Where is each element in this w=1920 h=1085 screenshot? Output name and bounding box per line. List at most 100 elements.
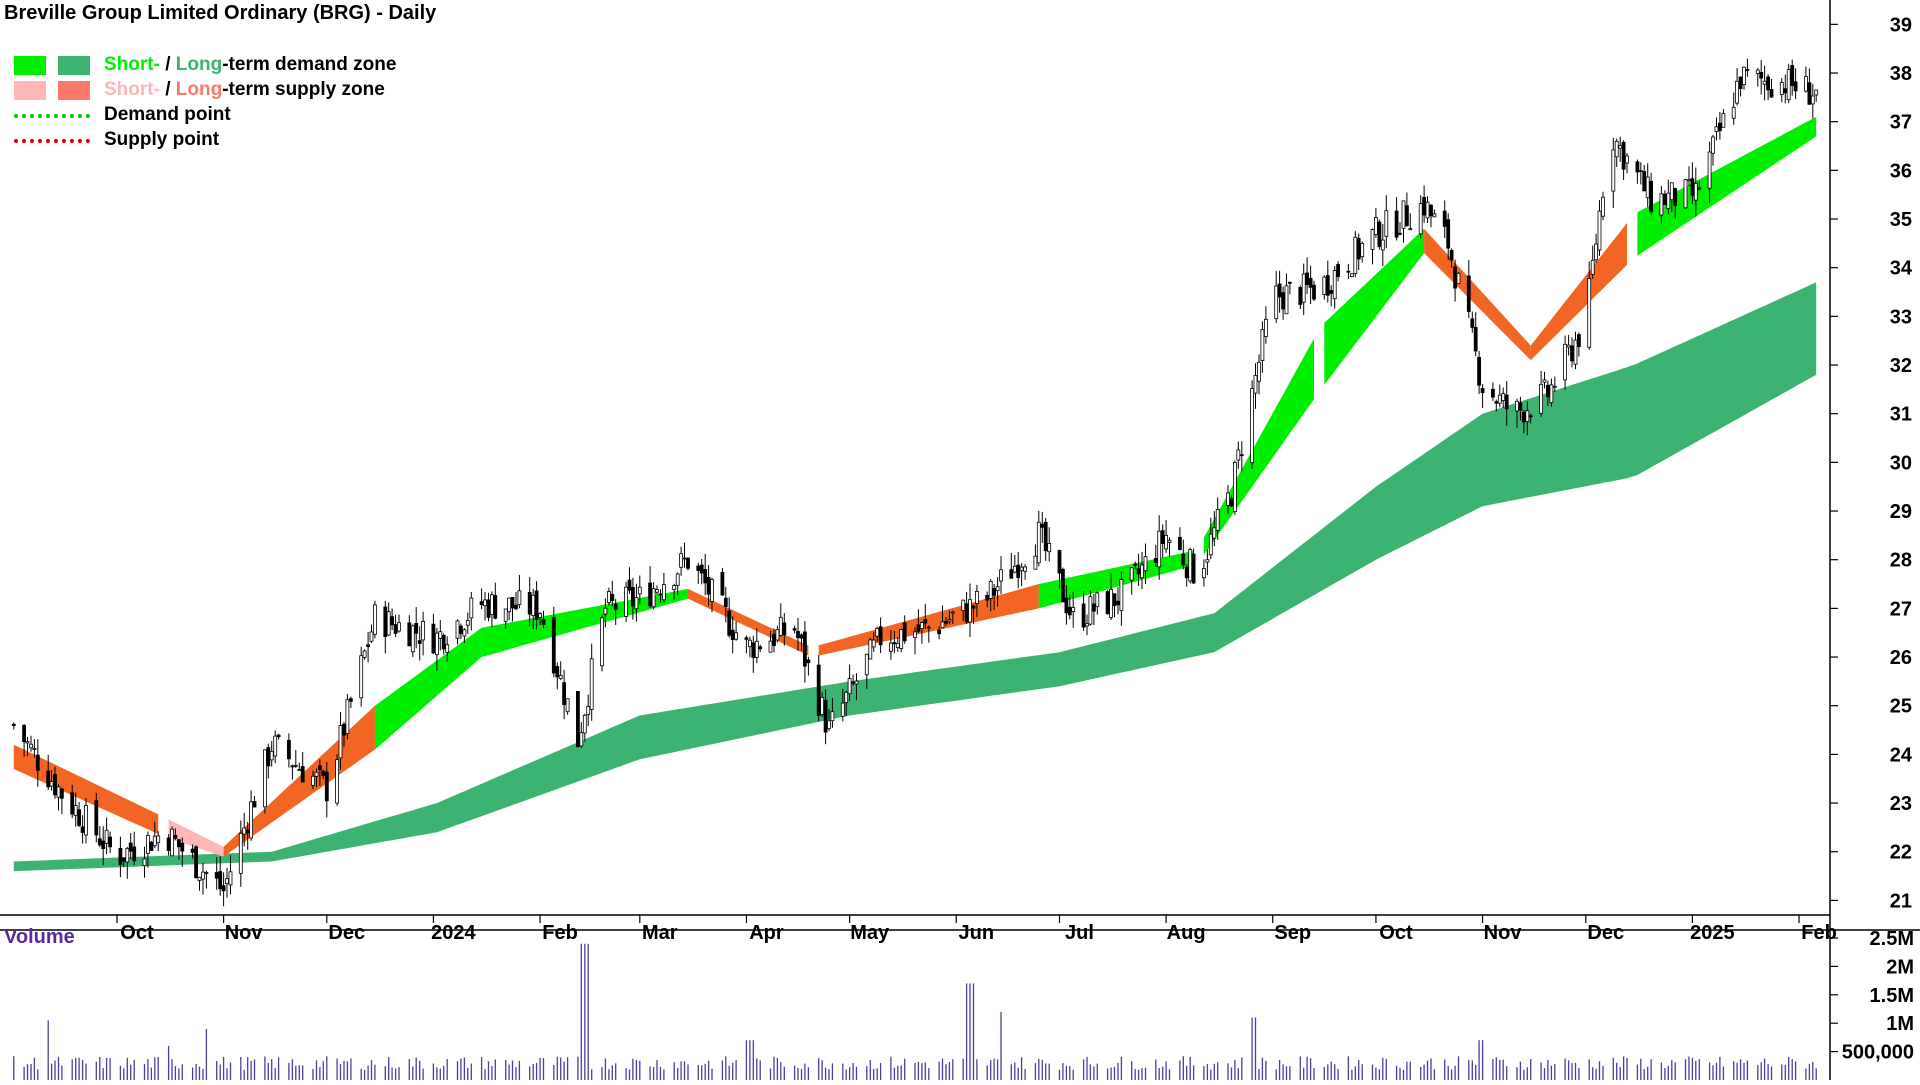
candle-body (751, 642, 756, 658)
candle-body (916, 624, 921, 632)
x-tick-label: Nov (1484, 922, 1523, 944)
candle-body (1332, 270, 1337, 300)
candle-body (479, 601, 484, 606)
short-term-zone-segment (13, 744, 159, 834)
candle-body (1442, 210, 1447, 227)
candle-body (727, 610, 732, 636)
candle-body (121, 857, 126, 862)
candle-body (397, 622, 401, 632)
candle-body (170, 828, 174, 857)
candle-body (1119, 579, 1124, 611)
candle-body (286, 739, 291, 760)
candle-body (782, 622, 787, 636)
candle-body (342, 723, 346, 736)
supply-point-swatch (14, 139, 90, 143)
candle-body (610, 594, 615, 601)
candle-body (1398, 232, 1402, 235)
candle-body (1546, 384, 1550, 398)
candle-body (1422, 196, 1426, 216)
x-tick-label: Jun (958, 922, 994, 944)
x-tick-label: Mar (642, 922, 678, 944)
x-tick-label: 2025 (1690, 922, 1735, 944)
legend-long-text: Long (175, 79, 223, 100)
candle-body (1549, 384, 1554, 403)
candle-body (1301, 273, 1306, 303)
candle-body (944, 620, 948, 624)
short-term-zone-segment (818, 584, 1039, 656)
candle-body (1408, 228, 1413, 231)
candle-body (1377, 221, 1382, 248)
candle-body (1047, 543, 1052, 553)
candle-body (1456, 272, 1461, 284)
candle-body (1312, 284, 1316, 300)
x-tick-label: Apr (749, 922, 784, 944)
candle-body (1742, 66, 1746, 85)
candle-body (1356, 238, 1361, 260)
candle-body (1088, 596, 1093, 625)
candle-body (29, 743, 33, 749)
candle-body (1040, 523, 1045, 528)
candle-body (517, 590, 522, 605)
candle-body (49, 781, 54, 787)
candle-body (1085, 623, 1089, 627)
candle-body (142, 858, 147, 867)
y-tick-label: 32 (1890, 355, 1912, 377)
candle-body (720, 572, 725, 596)
candle-body (469, 597, 474, 619)
candle-body (149, 841, 154, 851)
candle-body (1453, 266, 1457, 289)
candle-body (1284, 285, 1289, 315)
candle-body (527, 592, 532, 615)
y-tick-label: 23 (1890, 793, 1912, 815)
candle-body (465, 620, 470, 626)
candle-body (1191, 553, 1196, 584)
candle-body (56, 786, 61, 798)
y-tick-label: 38 (1890, 63, 1912, 85)
candle-body (1071, 607, 1076, 612)
candle-body (1473, 326, 1478, 352)
candle-body (648, 582, 652, 607)
candle-body (290, 765, 295, 768)
candle-body (156, 835, 161, 844)
candle-body (923, 619, 928, 624)
candle-body (1804, 76, 1808, 92)
y-tick-label: 37 (1890, 112, 1912, 134)
candle-body (868, 639, 873, 660)
x-tick-label: Aug (1167, 922, 1206, 944)
candle-body (493, 595, 498, 619)
candle-body (348, 698, 353, 702)
candle-body (324, 771, 329, 802)
candle-body (1731, 106, 1736, 119)
candle-body (710, 579, 714, 602)
chart-title: Breville Group Limited Ordinary (BRG) - … (4, 2, 437, 24)
candle-body (214, 872, 219, 879)
candle-body (1305, 272, 1309, 286)
candle-body (510, 597, 515, 609)
candle-body (1136, 568, 1141, 575)
candle-body (940, 621, 945, 629)
candle-body (995, 586, 1000, 592)
candle-body (1112, 593, 1117, 607)
candle-body (276, 734, 281, 738)
candle-body (1133, 563, 1138, 566)
candle-body (245, 829, 250, 834)
candle-body (844, 691, 849, 703)
candle-body (999, 569, 1003, 582)
candle-body (60, 788, 64, 799)
candle-body (1738, 76, 1743, 89)
candle-body (1497, 394, 1502, 404)
candle-body (1494, 401, 1499, 404)
candle-body (1707, 151, 1712, 189)
candle-body (1522, 411, 1526, 423)
candle-body (703, 569, 708, 584)
candle-body (176, 839, 181, 848)
candle-body (830, 711, 835, 722)
candle-body (507, 597, 512, 612)
candle-body (390, 616, 395, 626)
candle-body (1380, 239, 1385, 251)
candle-body (1429, 204, 1433, 217)
candle-body (458, 625, 463, 634)
candle-body (94, 800, 99, 836)
candle-body (658, 593, 663, 596)
